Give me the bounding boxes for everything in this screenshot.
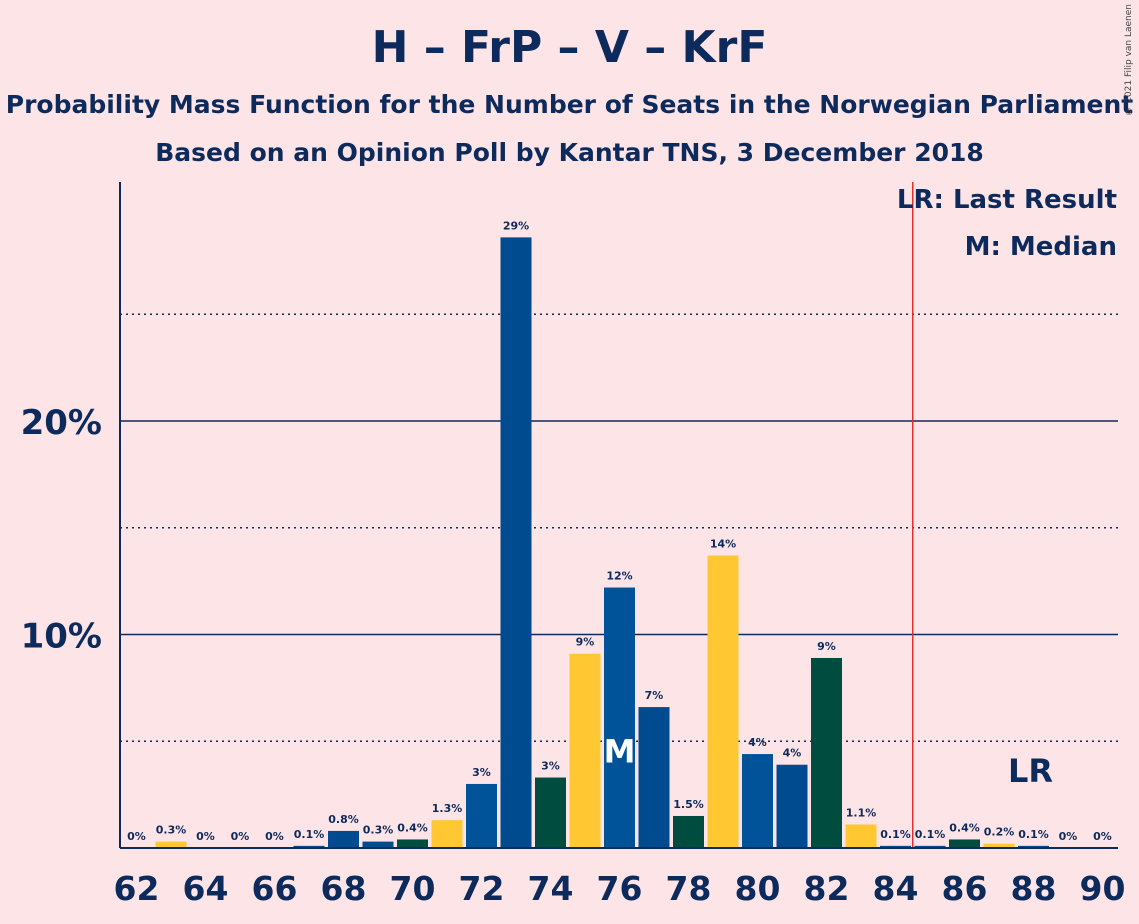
bar-label-seat-73: 29%	[503, 219, 529, 232]
bar-label-seat-65: 0%	[231, 830, 250, 843]
bar-seat-69	[362, 841, 394, 848]
bar-label-seat-76: 12%	[606, 570, 632, 583]
x-tick-label-74: 74	[528, 869, 574, 908]
x-tick-label-76: 76	[597, 869, 643, 908]
x-tick-label-64: 64	[183, 869, 229, 908]
bar-label-seat-88: 0.1%	[1018, 828, 1049, 841]
legend-last-result: LR: Last Result	[896, 185, 1117, 215]
x-tick-label-78: 78	[666, 869, 712, 908]
chart-subtitle-source: Based on an Opinion Poll by Kantar TNS, …	[155, 138, 984, 167]
bar-seat-84	[880, 845, 911, 848]
bar-label-seat-75: 9%	[576, 636, 595, 649]
x-tick-label-86: 86	[942, 869, 988, 908]
bar-seat-70	[397, 839, 428, 848]
bar-seat-80	[742, 754, 773, 848]
bar-label-seat-79: 14%	[710, 538, 736, 551]
bar-seat-77	[638, 707, 670, 848]
bar-label-seat-63: 0.3%	[156, 824, 187, 837]
bar-label-seat-67: 0.1%	[294, 828, 325, 841]
x-tick-label-68: 68	[321, 869, 367, 908]
x-tick-label-84: 84	[873, 869, 919, 908]
chart-subtitle-description: Probability Mass Function for the Number…	[5, 90, 1134, 119]
bar-label-seat-77: 7%	[645, 689, 664, 702]
bar-seat-76	[604, 587, 635, 848]
bar-label-seat-74: 3%	[541, 760, 560, 773]
bar-seat-74	[535, 777, 566, 848]
bar-seat-85	[914, 845, 946, 848]
bar-seat-79	[707, 555, 739, 848]
bar-label-seat-84: 0.1%	[880, 828, 911, 841]
bar-seat-86	[949, 839, 980, 848]
bar-label-seat-64: 0%	[196, 830, 215, 843]
bar-seat-67	[293, 845, 325, 848]
bar-seat-71	[431, 820, 463, 848]
x-tick-label-90: 90	[1080, 869, 1126, 908]
bar-label-seat-81: 4%	[783, 747, 802, 760]
bar-label-seat-83: 1.1%	[846, 807, 877, 820]
bar-seat-81	[776, 764, 808, 848]
legend-median: M: Median	[964, 232, 1117, 262]
bar-label-seat-80: 4%	[748, 736, 767, 749]
bar-label-seat-69: 0.3%	[363, 824, 394, 837]
x-tick-label-70: 70	[390, 869, 436, 908]
bar-label-seat-68: 0.8%	[328, 813, 359, 826]
bar-seat-82	[811, 657, 842, 848]
bar-label-seat-70: 0.4%	[397, 821, 428, 834]
bar-seat-83	[845, 824, 877, 848]
bar-seat-72	[466, 783, 497, 848]
chart-title: H – FrP – V – KrF	[371, 22, 768, 73]
bar-label-seat-72: 3%	[472, 766, 491, 779]
x-tick-label-72: 72	[459, 869, 505, 908]
x-tick-label-66: 66	[252, 869, 298, 908]
bar-label-seat-89: 0%	[1059, 830, 1078, 843]
bar-label-seat-90: 0%	[1093, 830, 1112, 843]
bar-label-seat-71: 1.3%	[432, 802, 463, 815]
bar-label-seat-85: 0.1%	[915, 828, 946, 841]
bar-seat-73	[500, 237, 532, 848]
bar-label-seat-86: 0.4%	[949, 821, 980, 834]
x-tick-label-62: 62	[114, 869, 160, 908]
bar-label-seat-62: 0%	[127, 830, 146, 843]
x-tick-label-82: 82	[804, 869, 850, 908]
x-tick-label-80: 80	[735, 869, 781, 908]
bar-seat-78	[673, 815, 704, 848]
bar-seat-75	[569, 653, 601, 848]
x-tick-label-88: 88	[1011, 869, 1057, 908]
bar-seat-63	[155, 841, 187, 848]
y-tick-label-10pct: 10%	[21, 617, 102, 657]
bar-label-seat-82: 9%	[817, 640, 836, 653]
bar-seat-87	[983, 843, 1015, 848]
y-tick-label-20pct: 20%	[21, 403, 102, 443]
bar-seat-68	[328, 830, 359, 848]
bar-label-seat-87: 0.2%	[984, 826, 1015, 839]
last-result-marker: LR	[1008, 752, 1053, 790]
bar-label-seat-66: 0%	[265, 830, 284, 843]
bar-label-seat-78: 1.5%	[673, 798, 704, 811]
bar-seat-88	[1018, 845, 1049, 848]
median-marker: M	[604, 732, 636, 770]
